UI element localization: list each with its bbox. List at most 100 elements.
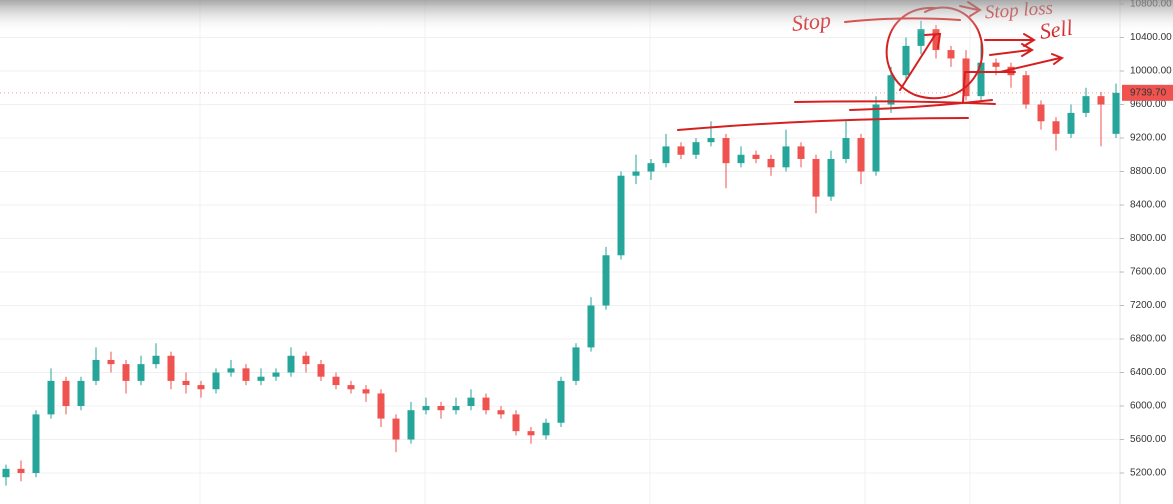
candle-body [242, 368, 250, 381]
candle-body [887, 75, 895, 105]
y-tick-label: 10400.00 [1130, 32, 1172, 43]
y-tick-label: 9200.00 [1130, 133, 1167, 144]
candle-body [872, 104, 880, 172]
candle-body [2, 468, 10, 478]
candle-body [497, 410, 505, 415]
candle-body [167, 355, 175, 381]
candle-body [617, 175, 625, 256]
candle-body [437, 406, 445, 411]
y-tick-label: 8000.00 [1130, 233, 1167, 244]
candle-body [32, 414, 40, 474]
candle-body [17, 468, 25, 474]
candle-body [92, 359, 100, 381]
candle-body [647, 163, 655, 172]
candle-body [182, 380, 190, 386]
y-tick-label: 6800.00 [1130, 334, 1167, 345]
candle-body [122, 364, 130, 381]
candle-body [302, 355, 310, 365]
candle-body [512, 414, 520, 432]
candle-body [812, 158, 820, 197]
y-tick-label: 9600.00 [1130, 99, 1167, 110]
candle-body [572, 347, 580, 381]
candle-body [227, 368, 235, 373]
candle-body [407, 410, 415, 440]
candle-body [797, 146, 805, 159]
candle-body [152, 355, 160, 365]
candle-body [707, 138, 715, 143]
candle-body [1082, 96, 1090, 113]
candle-body [272, 372, 280, 377]
candle-body [362, 389, 370, 394]
candle-body [62, 380, 70, 407]
y-tick-label: 6400.00 [1130, 367, 1167, 378]
candle-body [482, 397, 490, 411]
candle-body [857, 138, 865, 172]
candle-body [962, 58, 970, 97]
candle-body [137, 364, 145, 381]
candle-body [842, 138, 850, 159]
grid [0, 0, 1120, 504]
top-shade [0, 0, 1173, 34]
candle-body [767, 158, 775, 168]
candle-body [1022, 75, 1030, 105]
y-tick-label: 8400.00 [1130, 200, 1167, 211]
ink-line [677, 117, 969, 131]
candle-body [332, 376, 340, 386]
y-tick-label: 8800.00 [1130, 166, 1167, 177]
candle-body [827, 158, 835, 197]
price-axis [1120, 0, 1173, 504]
candle-body [77, 380, 85, 407]
candle-body [317, 364, 325, 377]
candle-body [722, 138, 730, 164]
candle-body [902, 45, 910, 76]
candle-body [1112, 92, 1120, 134]
candle-body [602, 255, 610, 306]
candle-body [917, 29, 925, 46]
last-price-box [1122, 84, 1173, 101]
ink-arrow [984, 33, 1036, 47]
ink-arrow [999, 53, 1065, 73]
candle-body [212, 372, 220, 390]
candle-body [542, 422, 550, 436]
candle-body [197, 385, 205, 390]
candle-body [677, 146, 685, 155]
candle-body [692, 142, 700, 155]
candle-body [1052, 121, 1060, 134]
candle-body [1067, 112, 1075, 134]
ink-line [849, 99, 993, 111]
candle-body [632, 171, 640, 176]
y-tick-label: 5600.00 [1130, 434, 1167, 445]
candle-body [287, 355, 295, 373]
y-tick-label: 6000.00 [1130, 401, 1167, 412]
candle-body [107, 359, 115, 365]
y-tick-label: 5200.00 [1130, 468, 1167, 479]
candle-body [1097, 96, 1105, 105]
candle-body [47, 380, 55, 415]
candle-body [947, 50, 955, 59]
ink-line [962, 71, 1016, 103]
ink-arrow [989, 43, 1034, 57]
candle-body [662, 146, 670, 164]
y-tick-label: 10000.00 [1130, 66, 1172, 77]
candle-body [752, 154, 760, 159]
candle-body [977, 62, 985, 97]
candle-body [347, 385, 355, 390]
candle-body [557, 380, 565, 423]
candle-body [377, 393, 385, 419]
candle-body [737, 154, 745, 164]
candle-body [932, 29, 940, 51]
y-tick-label: 7200.00 [1130, 300, 1167, 311]
candle-body [452, 406, 460, 411]
candle-body [1037, 104, 1045, 122]
candle-body [782, 146, 790, 168]
candle-body [467, 397, 475, 407]
candle-body [992, 62, 1000, 67]
candle-body [527, 431, 535, 436]
candle-body [587, 305, 595, 348]
candle-body [422, 406, 430, 411]
candle-body [257, 376, 265, 381]
last-price-label: 9739.70 [1130, 87, 1167, 98]
candle-body [392, 418, 400, 440]
y-tick-label: 7600.00 [1130, 267, 1167, 278]
